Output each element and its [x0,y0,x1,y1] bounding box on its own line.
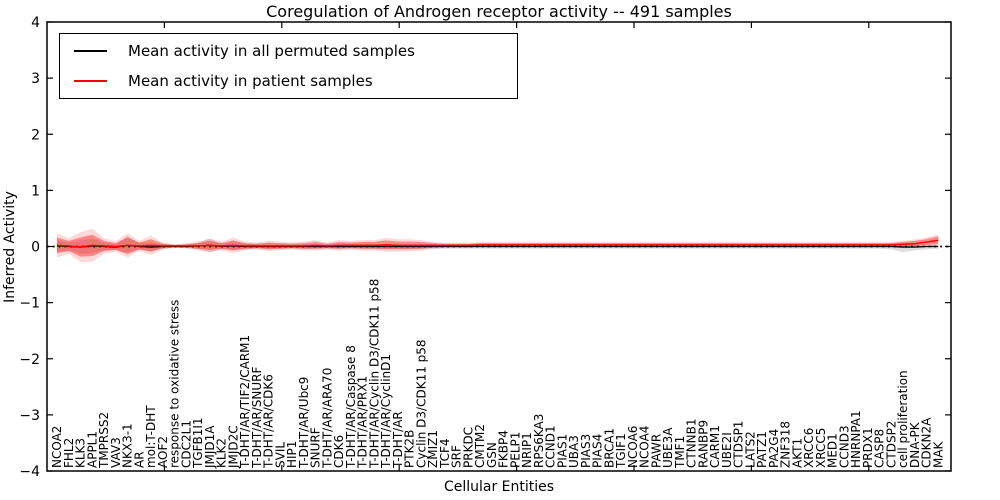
x-tick-label: NRIP1 [520,432,534,468]
x-tick-label: CTDSP2 [884,421,898,468]
x-tick-label: PTK2B [403,430,417,468]
legend: Mean activity in all permuted samples Me… [59,33,518,99]
x-tick-label: TMF1 [673,436,687,469]
y-tick-label: 2 [31,127,40,143]
x-tick-label: cell proliferation [896,370,910,468]
x-tick-label: PRDX1 [861,427,875,468]
chart-title: Coregulation of Androgen receptor activi… [266,2,732,21]
x-tick-label: TGFB1I1 [191,417,205,469]
x-tick-label: CMTM2 [473,424,487,468]
x-tick-label: KLK3 [74,438,88,468]
x-tick-label: CCND1 [544,425,558,468]
x-tick-label: TCF4 [438,438,452,469]
x-tick-label: PIAS3 [579,434,593,468]
x-tick-label: T-DHT/AR/CDK6 [262,374,276,469]
x-tick-label: DNA-PK [908,421,922,468]
x-tick-label: CARM1 [708,425,722,468]
y-tick-label: −4 [19,464,40,480]
x-tick-label: CASP8 [873,429,887,468]
legend-label-patient: Mean activity in patient samples [128,72,373,90]
x-tick-label: NKX3-1 [121,423,135,468]
y-tick-label: 0 [31,240,40,256]
y-tick-label: −2 [19,352,40,368]
x-tick-label: PATZ1 [755,431,769,468]
x-tick-label: CTNNB1 [685,418,699,468]
x-tick-label: HNRNPA1 [849,410,863,468]
x-tick-label: CDC2L1 [179,420,193,468]
x-tick-label: T-DHT/AR/CyclinD1 [379,354,393,469]
y-tick-label: 3 [31,71,40,87]
x-tick-label: T-DHT/AR/ARA70 [320,368,334,469]
permuted-line-swatch [74,50,107,52]
x-tick-label: APPL1 [85,431,99,468]
legend-item-patient: Mean activity in patient samples [60,68,517,94]
x-tick-label: XRCC6 [802,428,816,468]
x-tick-label: PA2G4 [767,429,781,468]
x-tick-label: T-DHT/AR [391,411,405,469]
x-tick-label: RANBP9 [696,420,710,468]
x-tick-label: T-DHT/AR/Cyclin D3/CDK11 p58 [367,279,381,469]
x-tick-label: UBE3A [661,427,675,468]
legend-item-permuted: Mean activity in all permuted samples [60,38,517,64]
x-tick-label: NCOA6 [626,426,640,468]
x-tick-label: ZMIZ1 [426,430,440,468]
x-tick-label: RPS6KA3 [532,414,546,468]
x-tick-label: T-DHT/AR/TIF2/CARM1 [238,335,252,469]
patient-mean-line [56,239,939,248]
x-tick-label: PIAS4 [591,434,605,468]
x-tick-label: SVIL [273,442,287,468]
x-tick-label: MAK [931,440,945,468]
x-tick-label: TMPRSS2 [97,412,111,469]
x-tick-label: FKBP4 [497,430,511,468]
x-tick-label: GSN [485,442,499,468]
patient-line-swatch [74,80,107,82]
legend-label-permuted: Mean activity in all permuted samples [128,42,415,60]
x-tick-label: LATS2 [743,431,757,468]
x-tick-label: response to oxidative stress [168,300,182,468]
x-tick-label: T-DHT/AR/PRX1 [356,376,370,469]
x-tick-label: MED1 [826,433,840,468]
x-tick-label: T-DHT/AR/Caspase 8 [344,345,358,469]
x-tick-label: CCND3 [837,425,851,468]
x-axis-label: Cellular Entities [443,479,555,495]
y-tick-label: 4 [31,15,40,31]
x-tick-label: NCOA2 [50,426,64,468]
x-tick-label: KLK2 [215,438,229,468]
x-tick-label: CDK6 [332,435,346,468]
x-tick-label: CTDSP1 [732,421,746,468]
x-tick-label: Cyclin D3/CDK11 p58 [414,339,428,468]
x-tick-label: PIAS1 [555,434,569,468]
y-tick-label: −3 [19,408,40,424]
x-tick-label: ZNF318 [779,421,793,468]
x-tick-label: JMJD1A [203,425,217,469]
x-tick-label: AR [132,451,146,468]
x-tick-label: UBA3 [567,435,581,468]
x-tick-label: BRCA1 [602,428,616,468]
x-tick-label: XRCC5 [814,428,828,468]
x-tick-label: PAWR [649,434,663,468]
y-tick-label: −1 [19,296,40,312]
x-tick-label: FHL2 [62,438,76,468]
x-tick-label: NCOA4 [638,426,652,468]
x-tick-label: AKT1 [790,438,804,468]
x-tick-label: VAV3 [109,437,123,468]
y-tick-label: 1 [31,183,40,199]
x-tick-label: UBE2I [720,432,734,468]
x-tick-label: HIP1 [285,441,299,468]
x-tick-label: SRF [450,445,464,468]
x-tick-label: T-DHT/AR/Ubc9 [297,377,311,469]
y-axis-label: Inferred Activity [2,191,18,303]
x-tick-label: PRKDC [461,427,475,468]
x-tick-label: JMJD2C [226,425,240,469]
x-tick-label: mol:T-DHT [144,405,158,468]
patient-band [57,234,939,257]
x-tick-label: AOF2 [156,436,170,468]
x-tick-label: PELP1 [508,432,522,468]
x-tick-label: CDKN2A [920,417,934,468]
x-tick-label: TGIF1 [614,433,628,469]
x-tick-label: T-DHT/AR/SNURF [250,367,264,470]
x-tick-label: SNURF [309,427,323,468]
